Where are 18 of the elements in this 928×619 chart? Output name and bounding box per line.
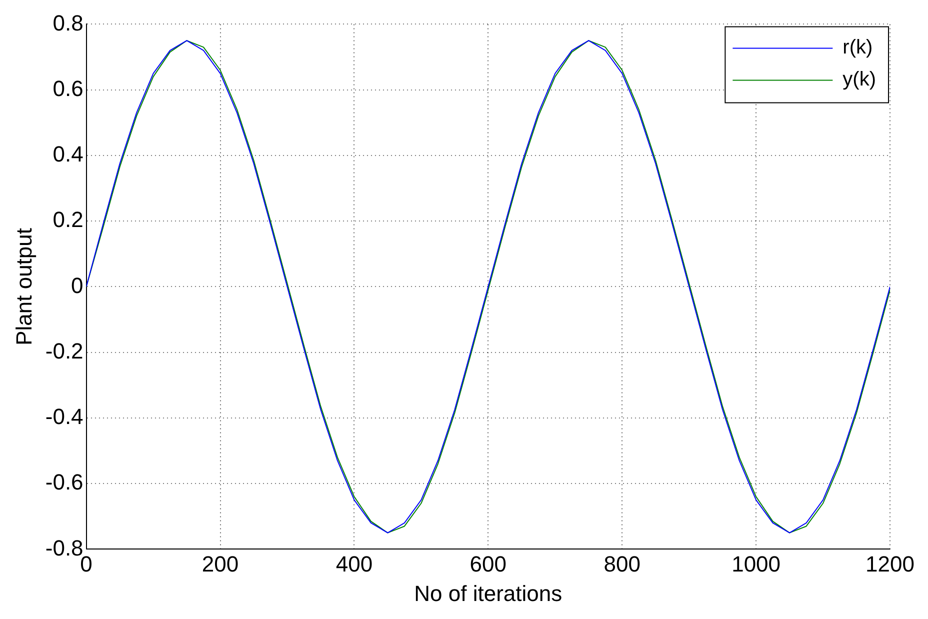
- x-tick-label: 800: [604, 551, 640, 576]
- y-tick-label: 0.4: [52, 142, 84, 167]
- x-axis-title: No of iterations: [414, 580, 562, 606]
- y-tick-label: 0: [71, 272, 84, 298]
- y-tick-label: 0.6: [52, 76, 84, 101]
- x-tick-label: 1200: [866, 551, 914, 576]
- legend-label: r(k): [842, 36, 873, 59]
- x-tick-label: 400: [336, 551, 373, 576]
- x-tick-label: 200: [202, 551, 239, 576]
- y-tick-label: -0.2: [45, 338, 84, 364]
- y-axis-title: Plant output: [11, 228, 36, 346]
- x-tick-label: 1000: [732, 551, 781, 576]
- y-tick-label: 0.2: [52, 207, 84, 232]
- y-tick-label: 0.8: [52, 10, 84, 36]
- y-tick-label: -0.4: [45, 404, 84, 430]
- legend-label: y(k): [842, 68, 876, 91]
- x-tick-label: 600: [470, 551, 507, 576]
- y-tick-label: -0.6: [45, 470, 84, 495]
